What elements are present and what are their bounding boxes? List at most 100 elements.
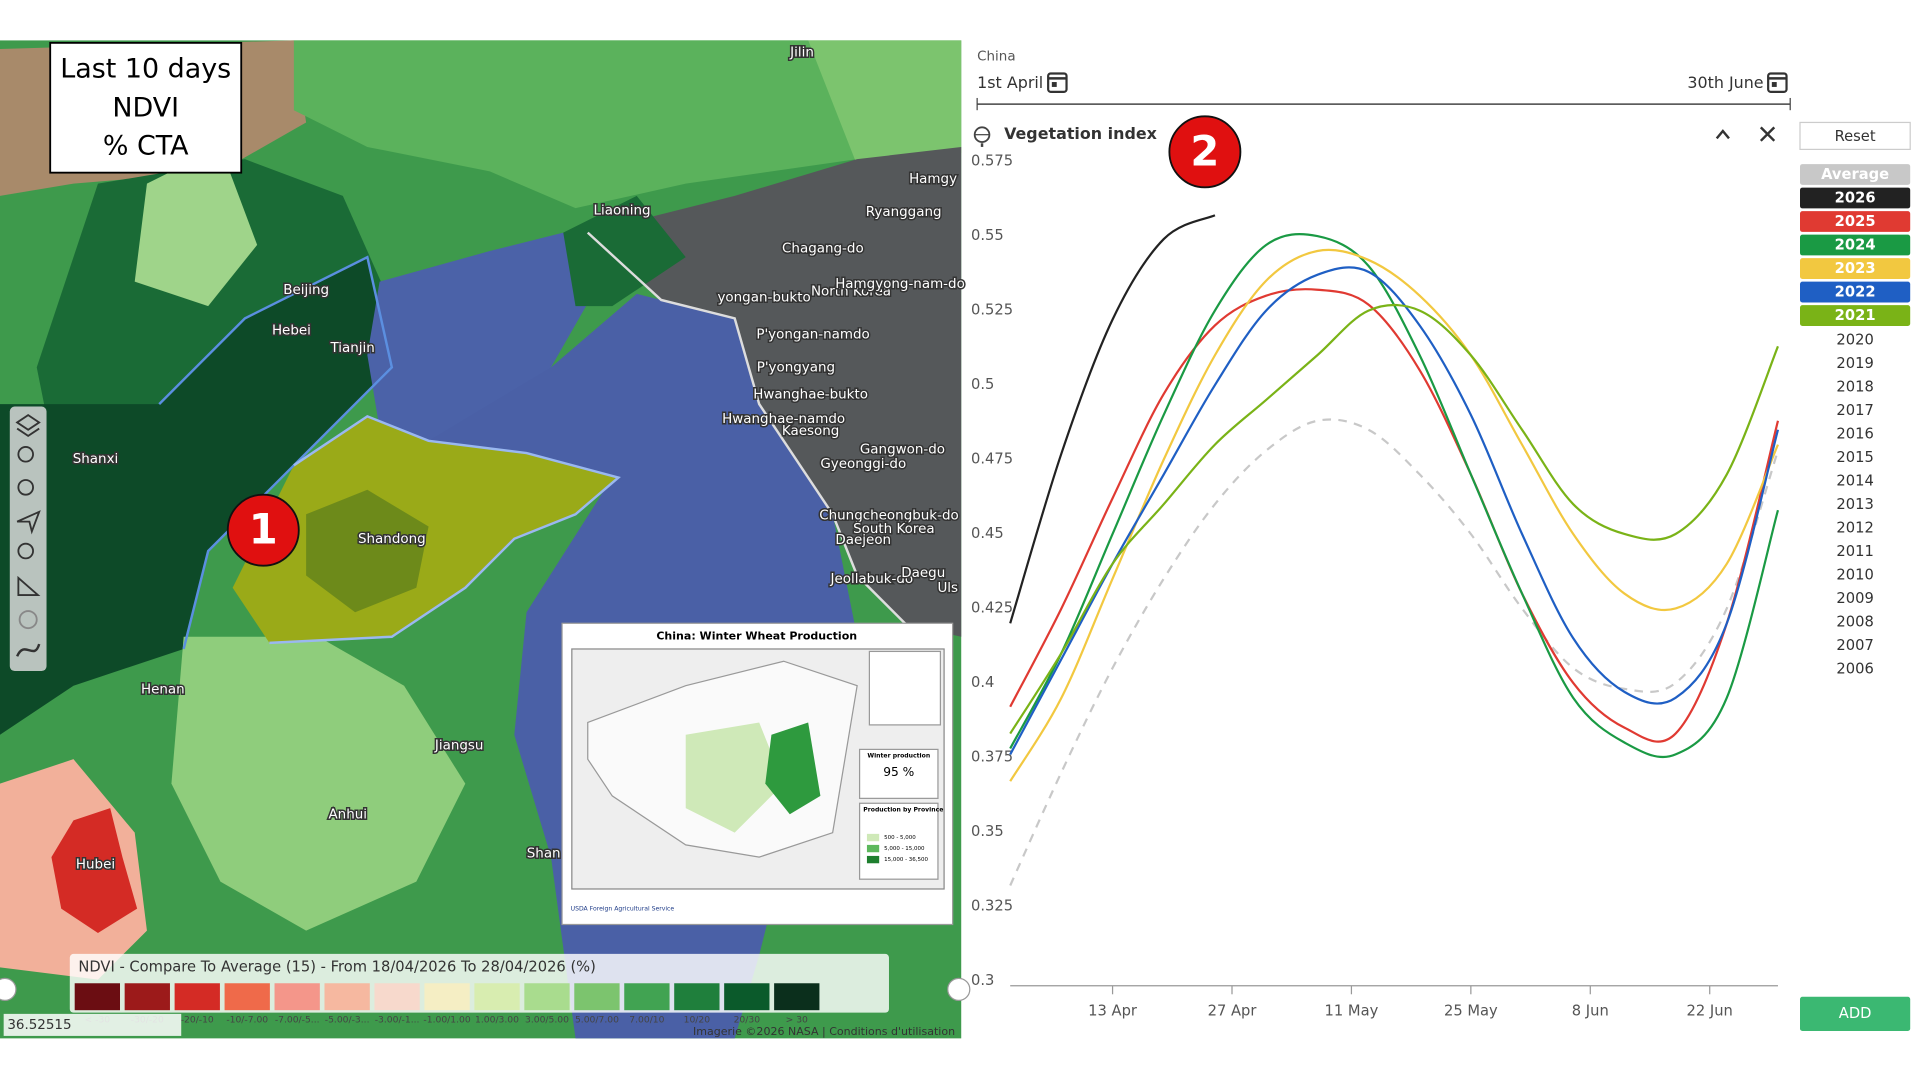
y-tick-label: 0.5	[971, 376, 994, 393]
legend-label[interactable]: 2024	[1835, 237, 1876, 254]
legend-year[interactable]: 2008	[1836, 614, 1873, 631]
inset-swatch	[866, 833, 880, 842]
legend-button[interactable]	[1800, 281, 1911, 303]
series-line	[1009, 233, 1780, 759]
reset-button[interactable]	[1799, 121, 1911, 150]
legend-label[interactable]: 2023	[1835, 260, 1876, 277]
legend-label: 1.00/3.00	[475, 1014, 519, 1025]
place-label: Chagang-do	[782, 242, 864, 257]
end-date[interactable]: 30th June	[1687, 73, 1763, 92]
target-button[interactable]	[18, 610, 38, 630]
layers-button[interactable]	[15, 413, 41, 438]
legend-year[interactable]: 2019	[1836, 355, 1873, 372]
legend-button[interactable]	[1800, 305, 1911, 326]
add-label[interactable]: ADD	[1839, 1005, 1872, 1022]
legend-swatch	[374, 983, 420, 1011]
legend-swatch	[324, 983, 370, 1011]
legend-swatch	[474, 983, 520, 1011]
calendar-icon[interactable]	[1047, 72, 1068, 93]
collapse-button[interactable]	[1715, 129, 1730, 140]
legend-swatch	[74, 983, 120, 1011]
place-label: Hubei	[76, 857, 115, 872]
start-date[interactable]: 1st April	[977, 73, 1043, 92]
legend-label[interactable]: 2026	[1835, 190, 1876, 207]
place-label: Ryanggang	[866, 205, 942, 220]
legend-year[interactable]: 2015	[1836, 449, 1873, 466]
region	[51, 808, 138, 934]
place-label: Gyeonggi-do	[820, 457, 906, 472]
measure-button[interactable]	[17, 575, 41, 597]
region	[306, 489, 429, 613]
place-label: Shanxi	[73, 452, 119, 467]
place-label: Hebei	[272, 324, 311, 339]
y-tick-label: 0.575	[971, 153, 1013, 170]
inset-title: China: Winter Wheat Production	[656, 630, 857, 643]
legend-year[interactable]: 2017	[1836, 402, 1873, 419]
legend-year[interactable]: 2009	[1836, 590, 1873, 607]
region	[134, 146, 258, 307]
legend-button[interactable]	[1800, 234, 1911, 256]
legend-year[interactable]: 2011	[1836, 543, 1873, 560]
add-button[interactable]	[1800, 996, 1911, 1032]
legend-year[interactable]: 2018	[1836, 378, 1873, 395]
legend-swatch	[174, 983, 220, 1011]
series-line	[1009, 418, 1780, 886]
region	[808, 40, 962, 166]
legend-button[interactable]	[1800, 164, 1911, 185]
legend-swatch	[224, 983, 270, 1011]
place-label: Chungcheongbuk-do	[819, 509, 959, 524]
legend-label[interactable]: 2022	[1835, 284, 1876, 301]
marker	[1168, 115, 1242, 189]
place-label: North Korea	[811, 284, 891, 299]
marker	[226, 493, 300, 567]
legend-swatch	[574, 983, 620, 1011]
inset-agency: USDA Foreign Agricultural Service	[571, 906, 675, 913]
y-tick-label: 0.325	[971, 897, 1013, 914]
zoom-out-button[interactable]	[17, 479, 34, 496]
legend-label[interactable]: 2025	[1835, 213, 1876, 230]
search-button[interactable]	[17, 542, 34, 560]
coast	[586, 231, 907, 626]
place-label: Uls	[937, 581, 958, 596]
draw-button[interactable]	[16, 643, 41, 657]
legend-year[interactable]: 2012	[1836, 519, 1873, 536]
legend-year[interactable]: 2010	[1836, 567, 1873, 584]
place-label: Tianjin	[329, 341, 374, 356]
series-line	[1009, 266, 1780, 755]
legend-year[interactable]: 2020	[1836, 331, 1873, 348]
place-label: Hamgy	[909, 172, 957, 187]
close-button[interactable]	[1759, 126, 1776, 142]
legend-button[interactable]	[1800, 258, 1911, 279]
legend-year[interactable]: 2006	[1836, 661, 1873, 678]
locate-button[interactable]	[16, 510, 41, 535]
legend-year[interactable]: 2007	[1836, 637, 1873, 654]
y-tick-label: 0.425	[971, 599, 1013, 616]
place-label: Shan	[527, 846, 561, 861]
region	[171, 636, 466, 931]
legend-swatch	[624, 983, 670, 1011]
inset-swatch	[866, 844, 880, 853]
legend-button[interactable]	[1800, 211, 1911, 232]
legend-button[interactable]	[1800, 187, 1911, 209]
scroll-left[interactable]	[0, 977, 17, 1002]
legend-year[interactable]: 2013	[1836, 496, 1873, 513]
place-label: Kaesong	[782, 424, 839, 439]
legend-label[interactable]: Average	[1821, 166, 1889, 183]
x-tick-label: 11 May	[1325, 1002, 1379, 1019]
reset-label[interactable]: Reset	[1835, 128, 1876, 145]
place-label: Shandong	[358, 532, 426, 547]
legend-year[interactable]: 2014	[1836, 472, 1873, 489]
region	[293, 40, 858, 209]
scroll-right[interactable]	[947, 977, 971, 1002]
legend-title: NDVI - Compare To Average (15) - From 18…	[78, 958, 596, 975]
region	[0, 257, 392, 735]
zoom-in-button[interactable]	[17, 446, 34, 463]
legend-label: 7.00/10	[629, 1014, 664, 1025]
legend-label[interactable]: 2021	[1835, 307, 1876, 324]
legend-year[interactable]: 2016	[1836, 425, 1873, 442]
sea	[367, 232, 600, 441]
series-line	[1009, 288, 1780, 743]
calendar-icon[interactable]	[1767, 72, 1788, 93]
place-label: Hwanghae-namdo	[722, 412, 845, 427]
